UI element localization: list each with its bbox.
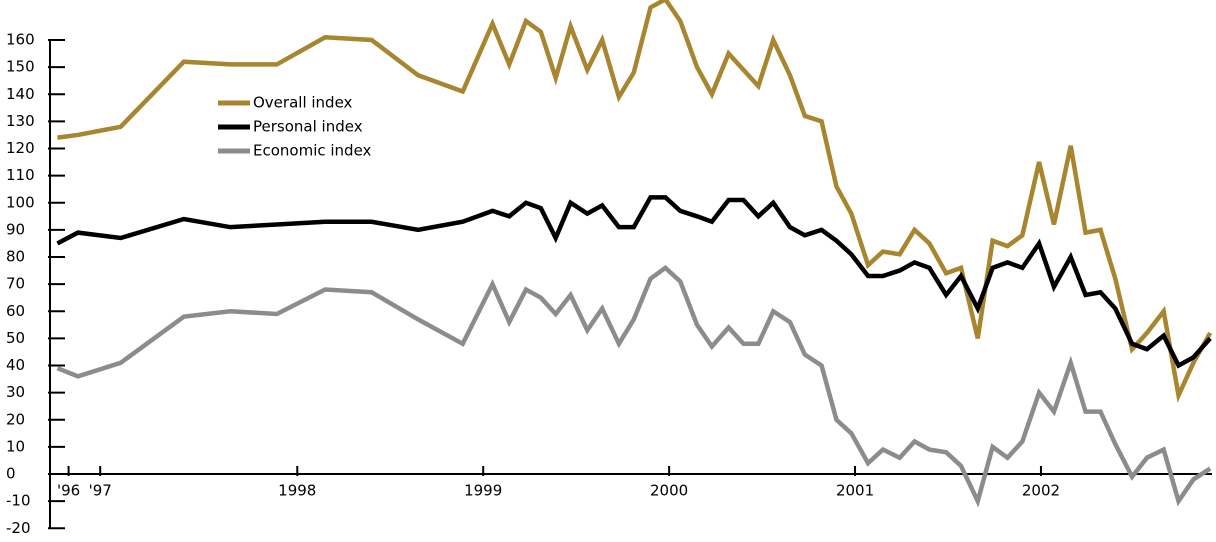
y-tick-label: 160 <box>6 31 35 49</box>
y-tick-label: 0 <box>6 465 16 483</box>
x-tick-label: 1998 <box>278 482 316 500</box>
x-tick-label: '97 <box>89 482 112 500</box>
axes: -20 -10 0 10 20 30 40 50 60 70 80 90 100 110 120 130 140… <box>6 31 1212 537</box>
x-tick-label: 1999 <box>464 482 502 500</box>
y-tick-label: 30 <box>6 383 25 401</box>
y-tick-label: 60 <box>6 302 25 320</box>
y-tick-label: 70 <box>6 275 25 293</box>
plot-area <box>56 0 1213 508</box>
x-tick-label: '96 <box>57 482 80 500</box>
x-tick-label: 2001 <box>836 482 874 500</box>
data-line <box>56 195 1212 369</box>
y-tick-label: 150 <box>6 58 35 76</box>
legend-label: Economic index <box>253 142 372 160</box>
y-tick-label: -10 <box>6 492 31 510</box>
legend: Overall index Personal index Economic inde… <box>218 94 372 160</box>
y-tick-label: -20 <box>6 519 31 537</box>
y-tick-label: 120 <box>6 139 35 157</box>
data-line <box>57 0 1213 403</box>
x-tick-label: 2000 <box>650 482 688 500</box>
y-tick-label: 140 <box>6 85 35 103</box>
y-tick-label: 50 <box>6 329 25 347</box>
x-tick-label: 2002 <box>1022 482 1060 500</box>
y-tick-label: 40 <box>6 356 25 374</box>
data-line <box>56 264 1212 508</box>
y-tick-label: 130 <box>6 112 35 130</box>
y-tick-label: 10 <box>6 437 25 455</box>
y-tick-label: 110 <box>6 166 35 184</box>
legend-label: Overall index <box>253 94 353 112</box>
y-tick-label: 20 <box>6 410 25 428</box>
y-tick-label: 100 <box>6 193 35 211</box>
legend-label: Personal index <box>253 118 363 136</box>
y-tick-label: 90 <box>6 220 25 238</box>
y-tick-label: 80 <box>6 248 25 266</box>
